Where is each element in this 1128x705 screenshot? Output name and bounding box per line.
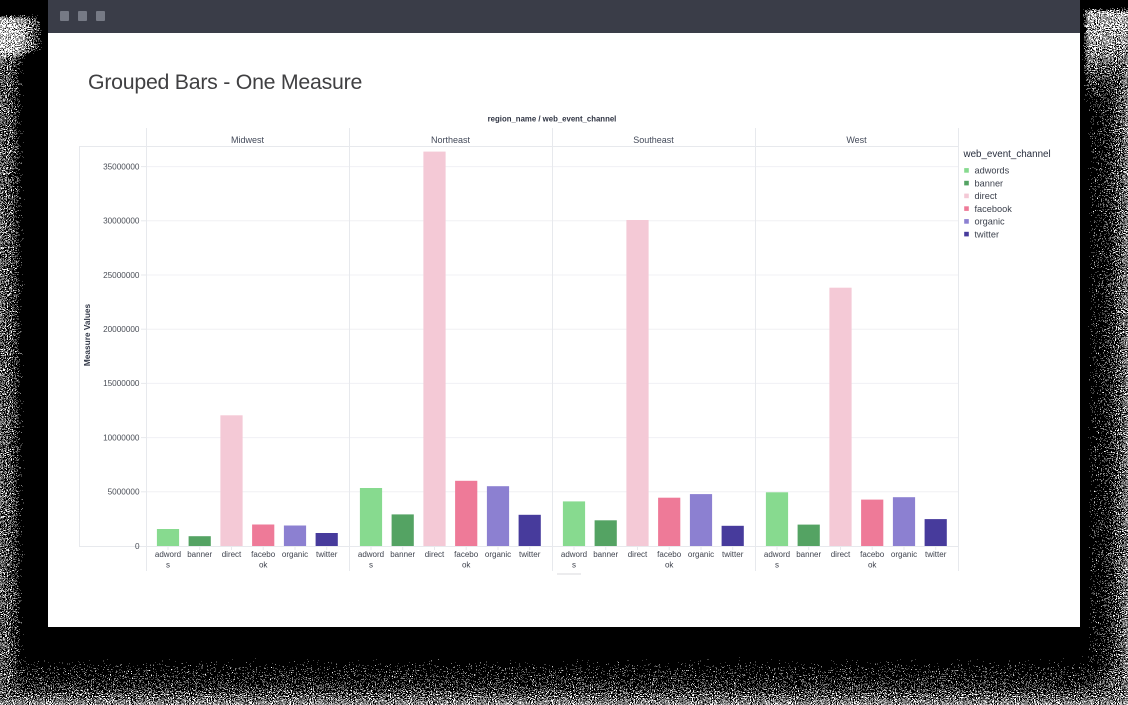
svg-text:organic: organic	[282, 550, 308, 559]
svg-text:15000000: 15000000	[103, 379, 140, 388]
svg-text:banner: banner	[187, 550, 212, 559]
svg-text:ok: ok	[665, 561, 674, 570]
svg-text:banner: banner	[390, 550, 415, 559]
svg-text:adword: adword	[358, 550, 384, 559]
svg-text:ok: ok	[868, 561, 877, 570]
svg-text:facebo: facebo	[860, 550, 885, 559]
svg-text:twitter: twitter	[316, 550, 338, 559]
svg-text:adwords: adwords	[975, 166, 1010, 176]
svg-text:5000000: 5000000	[108, 488, 140, 497]
svg-text:twitter: twitter	[975, 229, 1000, 239]
svg-text:s: s	[572, 561, 576, 570]
svg-text:direct: direct	[222, 550, 242, 559]
svg-text:direct: direct	[425, 550, 445, 559]
svg-text:West: West	[846, 135, 867, 145]
svg-text:twitter: twitter	[925, 550, 947, 559]
svg-text:facebo: facebo	[454, 550, 479, 559]
svg-text:direct: direct	[975, 191, 998, 201]
svg-text:35000000: 35000000	[103, 162, 140, 171]
svg-text:facebo: facebo	[251, 550, 276, 559]
svg-text:banner: banner	[593, 550, 618, 559]
svg-text:web_event_channel: web_event_channel	[963, 149, 1051, 160]
svg-text:banner: banner	[796, 550, 821, 559]
svg-text:10000000: 10000000	[103, 433, 140, 442]
svg-text:region_name / web_event_channe: region_name / web_event_channel	[488, 115, 617, 124]
svg-text:Southeast: Southeast	[633, 135, 674, 145]
svg-text:banner: banner	[975, 178, 1004, 188]
svg-text:Midwest: Midwest	[231, 135, 265, 145]
svg-text:facebo: facebo	[657, 550, 682, 559]
svg-text:25000000: 25000000	[103, 271, 140, 280]
svg-text:organic: organic	[688, 550, 714, 559]
svg-text:30000000: 30000000	[103, 217, 140, 226]
svg-text:s: s	[775, 561, 779, 570]
svg-text:organic: organic	[891, 550, 917, 559]
svg-text:twitter: twitter	[519, 550, 541, 559]
svg-text:s: s	[369, 561, 373, 570]
svg-text:facebook: facebook	[975, 204, 1013, 214]
svg-text:adword: adword	[561, 550, 587, 559]
svg-text:adword: adword	[764, 550, 790, 559]
svg-text:20000000: 20000000	[103, 325, 140, 334]
svg-text:Northeast: Northeast	[431, 135, 471, 145]
svg-text:Measure Values: Measure Values	[82, 303, 92, 366]
svg-text:direct: direct	[628, 550, 648, 559]
svg-text:organic: organic	[975, 217, 1006, 227]
svg-text:s: s	[166, 561, 170, 570]
svg-text:twitter: twitter	[722, 550, 744, 559]
svg-text:direct: direct	[831, 550, 851, 559]
svg-text:0: 0	[135, 542, 140, 551]
svg-text:organic: organic	[485, 550, 511, 559]
svg-text:ok: ok	[259, 561, 268, 570]
svg-text:ok: ok	[462, 561, 471, 570]
svg-text:adword: adword	[155, 550, 181, 559]
